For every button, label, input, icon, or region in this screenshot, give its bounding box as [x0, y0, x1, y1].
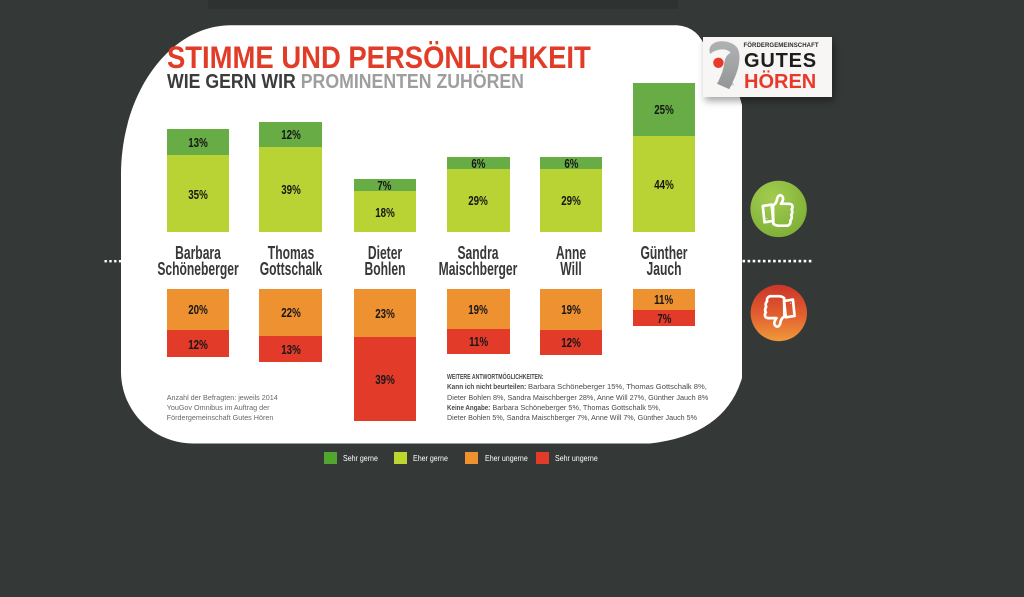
- svg-text:®: ®: [731, 81, 735, 87]
